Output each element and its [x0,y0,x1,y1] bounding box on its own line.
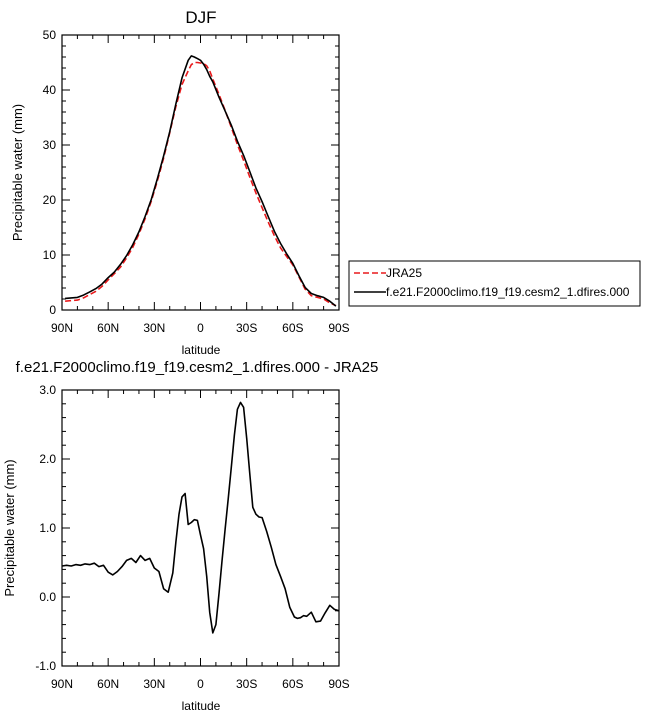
x-axis-label: latitude [182,699,221,713]
x-tick-label: 90S [328,677,349,691]
x-tick-label: 30N [143,321,165,335]
y-tick-label: 2.0 [39,452,56,466]
y-axis-label: Precipitable water (mm) [2,459,17,596]
x-tick-label: 90S [328,321,349,335]
axis-ticks: 90N 60N 30N 0 30S 60S 90S 0 10 20 30 40 50 [43,28,350,335]
x-tick-label: 60S [282,321,303,335]
x-tick-label: 30N [143,677,165,691]
series-line-0 [61,401,340,634]
y-tick-label: 30 [43,138,57,152]
series-group [65,55,337,307]
y-tick-label: 20 [43,193,57,207]
y-tick-label: 0.0 [39,590,56,604]
axis-ticks: 90N 60N 30N 0 30S 60S 90S -1.0 0.0 1.0 2.0 3.0 [35,383,349,691]
x-tick-label: 0 [197,321,204,335]
plot-frame [61,34,340,311]
legend: JRA25 f.e21.F2000climo.f19_f19.cesm2_1.d… [348,260,641,307]
chart-title: f.e21.F2000climo.f19_f19.cesm2_1.dfires.… [16,359,379,376]
djf-panel: DJF 90N 60N 30N 0 30S 60S 90S 0 10 20 30 40 50 Preci… [10,8,350,357]
x-tick-label: 60S [282,677,303,691]
legend-label-jra25: JRA25 [386,266,422,280]
y-tick-label: 1.0 [39,521,56,535]
legend-label-cesm: f.e21.F2000climo.f19_f19.cesm2_1.dfires.… [386,285,630,299]
chart-title: DJF [185,8,216,27]
difference-panel: f.e21.F2000climo.f19_f19.cesm2_1.dfires.… [2,359,378,713]
y-tick-label: 40 [43,83,57,97]
plot-frame [61,389,340,667]
x-tick-label: 60N [97,677,119,691]
x-tick-label: 90N [51,677,73,691]
x-tick-label: 30S [236,677,257,691]
series-line-0 [65,61,337,307]
series-group [61,401,340,634]
x-tick-label: 30S [236,321,257,335]
y-tick-label: -1.0 [35,659,56,673]
y-axis-label: Precipitable water (mm) [10,104,25,241]
y-tick-label: 0 [49,303,56,317]
x-tick-label: 90N [51,321,73,335]
x-axis-label: latitude [182,343,221,357]
y-tick-label: 50 [43,28,57,42]
x-tick-label: 0 [197,677,204,691]
y-tick-label: 3.0 [39,383,56,397]
series-line-1 [65,55,337,307]
legend-box [348,260,641,307]
y-tick-label: 10 [43,248,57,262]
x-tick-label: 60N [97,321,119,335]
